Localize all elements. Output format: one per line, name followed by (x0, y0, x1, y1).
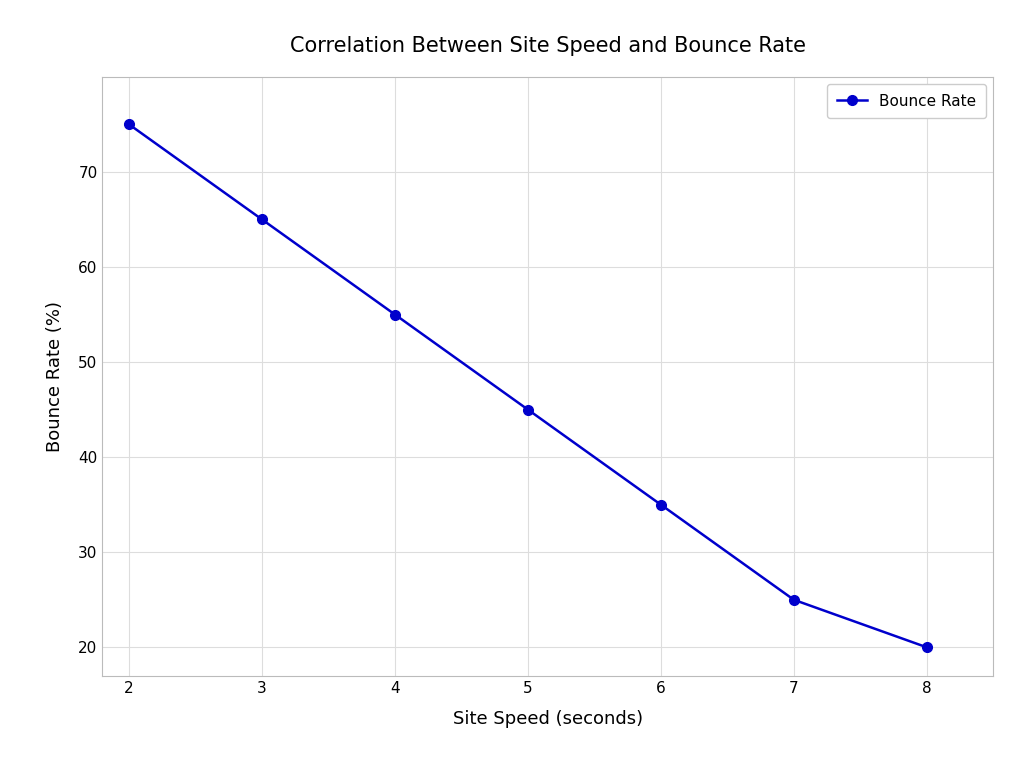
Bounce Rate (921, 643, 933, 652)
Legend: Bounce Rate: Bounce Rate (827, 84, 986, 118)
Y-axis label: Bounce Rate (%): Bounce Rate (%) (46, 301, 65, 452)
Line: Bounce Rate: Bounce Rate (124, 120, 932, 652)
Bounce Rate (654, 500, 667, 509)
X-axis label: Site Speed (seconds): Site Speed (seconds) (453, 710, 643, 727)
Bounce Rate (123, 120, 135, 129)
Title: Correlation Between Site Speed and Bounce Rate: Correlation Between Site Speed and Bounc… (290, 36, 806, 56)
Bounce Rate (256, 215, 268, 224)
Bounce Rate (522, 405, 535, 414)
Bounce Rate (787, 595, 800, 604)
Bounce Rate (389, 310, 401, 319)
